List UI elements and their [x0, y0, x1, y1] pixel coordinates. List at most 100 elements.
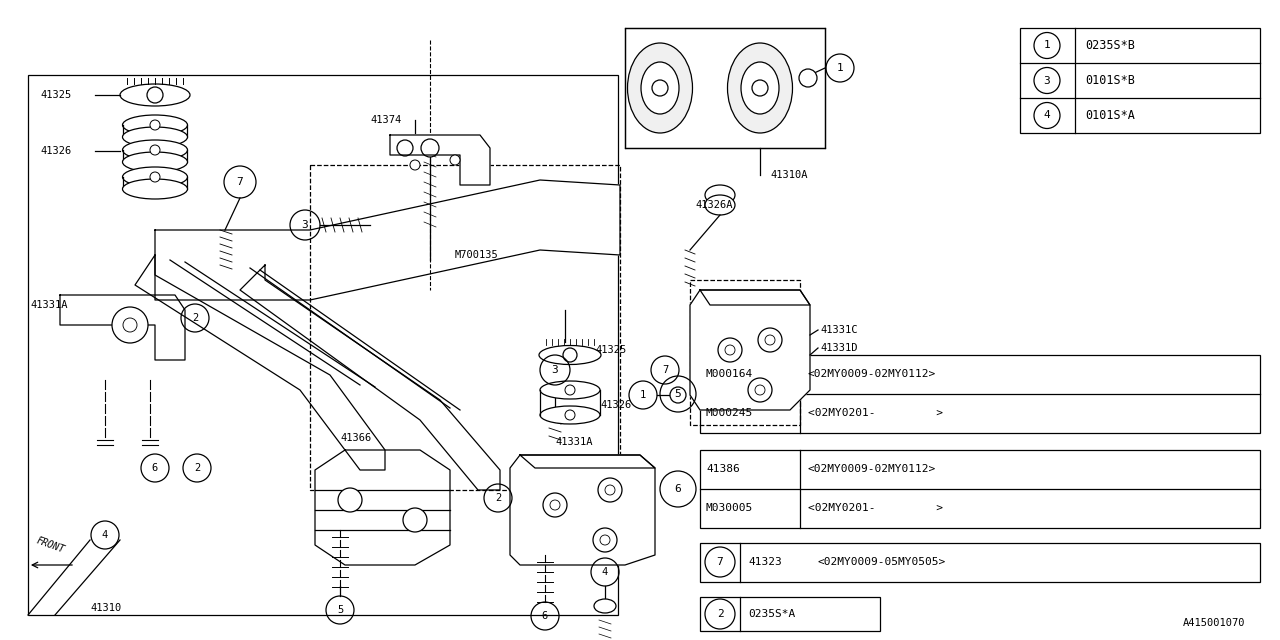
Polygon shape	[134, 255, 385, 470]
Text: 41331A: 41331A	[556, 437, 593, 447]
Circle shape	[652, 80, 668, 96]
Circle shape	[410, 160, 420, 170]
Text: 3: 3	[302, 220, 308, 230]
Text: 2: 2	[192, 313, 198, 323]
Circle shape	[403, 508, 428, 532]
Circle shape	[123, 318, 137, 332]
Circle shape	[755, 385, 765, 395]
Text: 41386: 41386	[707, 464, 740, 474]
Bar	[625, 28, 826, 148]
Text: 5: 5	[675, 389, 681, 399]
Circle shape	[669, 387, 686, 403]
Polygon shape	[60, 295, 186, 360]
Circle shape	[799, 69, 817, 87]
Text: <02MY0009-02MY0112>: <02MY0009-02MY0112>	[808, 464, 936, 474]
Circle shape	[563, 348, 577, 362]
Text: 0101S*A: 0101S*A	[1085, 109, 1135, 122]
Polygon shape	[315, 450, 451, 565]
Text: 41310: 41310	[90, 603, 122, 613]
Text: 7: 7	[237, 177, 243, 187]
Ellipse shape	[705, 195, 735, 215]
Text: 1: 1	[1043, 40, 1051, 51]
Circle shape	[744, 61, 753, 69]
Polygon shape	[390, 135, 490, 185]
Circle shape	[668, 61, 676, 69]
Text: M700135: M700135	[454, 250, 499, 260]
Text: 41366: 41366	[340, 433, 371, 443]
Text: 41326: 41326	[40, 146, 72, 156]
Circle shape	[748, 378, 772, 402]
Polygon shape	[509, 455, 655, 565]
Polygon shape	[155, 180, 620, 300]
Ellipse shape	[627, 43, 692, 133]
Text: 41323: 41323	[748, 557, 782, 567]
Circle shape	[598, 478, 622, 502]
Ellipse shape	[539, 346, 602, 365]
Ellipse shape	[594, 599, 616, 613]
Circle shape	[564, 385, 575, 395]
Text: 0101S*B: 0101S*B	[1085, 74, 1135, 87]
Text: 0235S*A: 0235S*A	[748, 609, 795, 619]
Circle shape	[451, 155, 460, 165]
Text: 1: 1	[837, 63, 844, 73]
Polygon shape	[690, 290, 810, 410]
Ellipse shape	[741, 62, 780, 114]
Circle shape	[338, 488, 362, 512]
Text: 4: 4	[602, 567, 608, 577]
Bar	[700, 355, 1260, 433]
Text: 41325: 41325	[40, 90, 72, 100]
Ellipse shape	[641, 62, 678, 114]
Text: 41331D: 41331D	[820, 343, 858, 353]
Polygon shape	[241, 265, 500, 490]
Ellipse shape	[540, 406, 600, 424]
Circle shape	[113, 307, 148, 343]
Text: 41326A: 41326A	[695, 200, 732, 210]
Text: 41331C: 41331C	[820, 325, 858, 335]
Circle shape	[758, 328, 782, 352]
Ellipse shape	[705, 185, 735, 205]
Circle shape	[593, 528, 617, 552]
Text: 3: 3	[552, 365, 558, 375]
Text: 41374: 41374	[370, 115, 401, 125]
Ellipse shape	[123, 152, 187, 172]
Text: 6: 6	[675, 484, 681, 494]
Text: 5: 5	[337, 605, 343, 615]
Bar	[1020, 28, 1260, 133]
Text: 4: 4	[102, 530, 108, 540]
Text: <02MY0009-02MY0112>: <02MY0009-02MY0112>	[808, 369, 936, 379]
Text: 41326: 41326	[600, 400, 631, 410]
Circle shape	[564, 410, 575, 420]
Circle shape	[150, 120, 160, 130]
Ellipse shape	[727, 43, 792, 133]
Text: M000245: M000245	[707, 408, 753, 418]
Ellipse shape	[123, 179, 187, 199]
Text: <02MY0009-05MY0505>: <02MY0009-05MY0505>	[818, 557, 946, 567]
Ellipse shape	[123, 115, 187, 135]
Text: 41310A: 41310A	[771, 170, 808, 180]
Text: M000164: M000164	[707, 369, 753, 379]
Text: 41325: 41325	[595, 345, 626, 355]
Text: 41331A: 41331A	[29, 300, 68, 310]
Ellipse shape	[540, 381, 600, 399]
Bar	[28, 75, 618, 615]
Text: 2: 2	[495, 493, 502, 503]
Bar	[700, 597, 881, 631]
Text: 6: 6	[541, 611, 548, 621]
Circle shape	[543, 493, 567, 517]
Text: 6: 6	[152, 463, 159, 473]
Circle shape	[753, 80, 768, 96]
Text: 2: 2	[193, 463, 200, 473]
Text: 1: 1	[640, 390, 646, 400]
Bar	[700, 543, 1260, 582]
Circle shape	[150, 172, 160, 182]
Circle shape	[421, 139, 439, 157]
Circle shape	[724, 345, 735, 355]
Circle shape	[150, 145, 160, 155]
Text: 0235S*B: 0235S*B	[1085, 39, 1135, 52]
Circle shape	[147, 87, 163, 103]
Ellipse shape	[123, 140, 187, 160]
Text: 7: 7	[717, 557, 723, 567]
Text: <02MY0201-         >: <02MY0201- >	[808, 408, 943, 418]
Ellipse shape	[120, 84, 189, 106]
Ellipse shape	[123, 127, 187, 147]
